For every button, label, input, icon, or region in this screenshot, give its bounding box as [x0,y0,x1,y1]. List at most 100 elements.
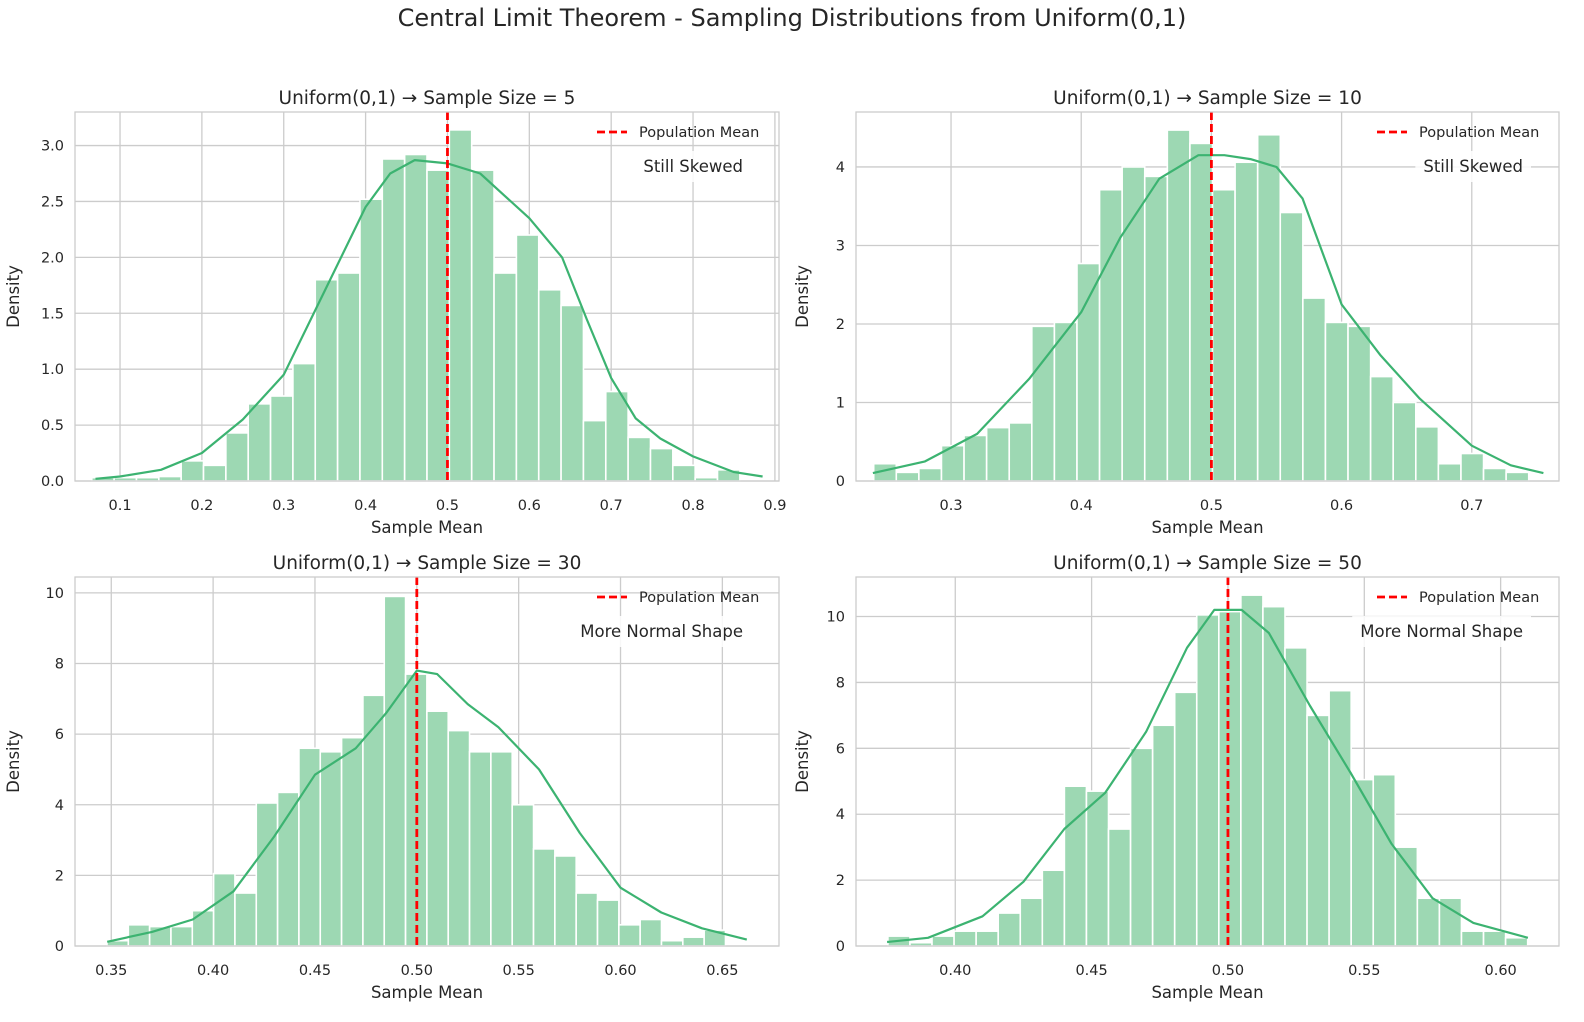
legend-label: Population Mean [639,125,759,141]
histogram-bar [234,892,258,947]
histogram-bar [448,129,473,482]
histogram-bar [1416,897,1441,947]
histogram-bar [1482,930,1507,947]
annotation-box [635,151,751,182]
x-tick-label: 0.40 [197,963,229,979]
histogram-bar [1041,869,1066,947]
y-tick-label: 2.5 [41,194,64,210]
histogram-bar [1218,610,1242,947]
x-tick-label: 0.3 [940,498,963,514]
x-tick-label: 0.65 [706,963,738,979]
x-axis-label: Sample Mean [1151,518,1263,537]
histogram-bar [447,729,471,947]
x-tick-label: 0.2 [190,498,213,514]
y-tick-label: 3 [836,238,845,254]
histogram-bar [511,803,535,947]
x-tick-label: 0.1 [108,498,131,514]
y-tick-label: 2 [836,317,845,333]
legend-label: Population Mean [639,590,759,606]
subplot-4: 0.40 0.45 0.50 0.55 0.60 0 2 4 6 8 10 Sample Mean De… [793,553,1560,1002]
histogram-bar [560,304,585,482]
histogram-bar [1019,897,1044,947]
histogram-bar [953,930,977,947]
histogram-bar [1279,211,1304,482]
y-axis-label: Density [4,730,23,793]
histogram-bar [975,930,1000,947]
histogram-bar [1085,790,1110,947]
histogram-bar [1372,773,1397,947]
histogram-bar [604,390,629,482]
x-tick-label: 0.60 [604,963,636,979]
subplot-title: Uniform(0,1) → Sample Size = 50 [1053,553,1362,574]
histogram-bar [490,750,514,947]
x-axis-label: Sample Mean [1151,983,1263,1002]
histogram-bar [1107,828,1132,947]
histogram-bar [1324,321,1349,482]
histogram-bar [1053,321,1078,482]
histogram-bar [532,848,556,947]
histogram-bar [336,272,361,482]
histogram-bar [170,925,194,947]
histogram-bar [895,471,920,482]
x-tick-label: 0.5 [1200,498,1223,514]
histogram-bar [1240,594,1264,947]
x-axis-label: Sample Mean [371,983,483,1002]
y-tick-label: 1.0 [41,362,64,378]
y-axis-label: Density [793,730,812,793]
y-tick-label: 4 [836,160,845,176]
histogram-bar [1129,747,1154,947]
histogram-bar [963,434,988,482]
histogram-bar [247,403,272,482]
annotation-text: More Normal Shape [580,622,743,641]
histogram-bar [383,595,407,947]
histogram-bar [1195,614,1220,947]
histogram-bar [554,855,577,947]
histogram-bar [1234,161,1259,482]
x-tick-label: 0.55 [1348,963,1380,979]
histogram-bar [672,464,696,482]
histogram-bar [1460,452,1485,482]
histogram-bar [493,272,518,482]
y-axis-label: Density [793,265,812,328]
y-tick-label: 2 [55,868,64,884]
histogram-bar [470,169,495,482]
y-tick-label: 0.5 [41,418,64,434]
histogram-bar [596,899,620,947]
histogram-bar [1098,188,1123,482]
histogram-bar [1189,142,1214,482]
histogram-bar [985,426,1011,482]
histogram-bar [649,447,674,482]
x-tick-label: 0.35 [95,963,127,979]
histogram-bar [426,710,450,947]
histogram-bar [359,198,384,482]
kde-curve [106,669,748,943]
histogram-bar [575,892,599,947]
histogram-bar [158,475,182,482]
histogram-bar [1504,936,1529,947]
legend-label: Population Mean [1419,125,1539,141]
y-tick-label: 2 [836,873,845,889]
histogram-bar [1505,471,1530,482]
histogram-bar [468,750,492,947]
x-tick-label: 0.8 [682,498,705,514]
y-tick-label: 0.0 [41,474,64,490]
x-tick-label: 0.6 [1330,498,1353,514]
histogram-bar [1151,724,1176,947]
y-tick-label: 10 [46,586,64,602]
y-tick-label: 3.0 [41,139,64,155]
y-tick-label: 8 [55,657,64,673]
histogram-bar [292,362,317,482]
histogram-bar [314,278,339,482]
subplot-3: 0.35 0.40 0.45 0.50 0.55 0.60 0.65 0 2 4 6 8 10 Sampl… [4,553,780,1002]
histogram-bar [997,912,1022,947]
axes-frame [855,111,1560,482]
subplot-title: Uniform(0,1) → Sample Size = 10 [1053,88,1362,109]
legend-label: Population Mean [1419,590,1539,606]
histogram-bar [340,736,364,947]
y-tick-label: 8 [836,675,845,691]
y-tick-label: 0 [836,474,845,490]
annotation-box [1352,616,1531,647]
histogram-bar [403,153,428,482]
x-tick-label: 0.60 [1484,963,1516,979]
histogram-bar [298,747,322,947]
